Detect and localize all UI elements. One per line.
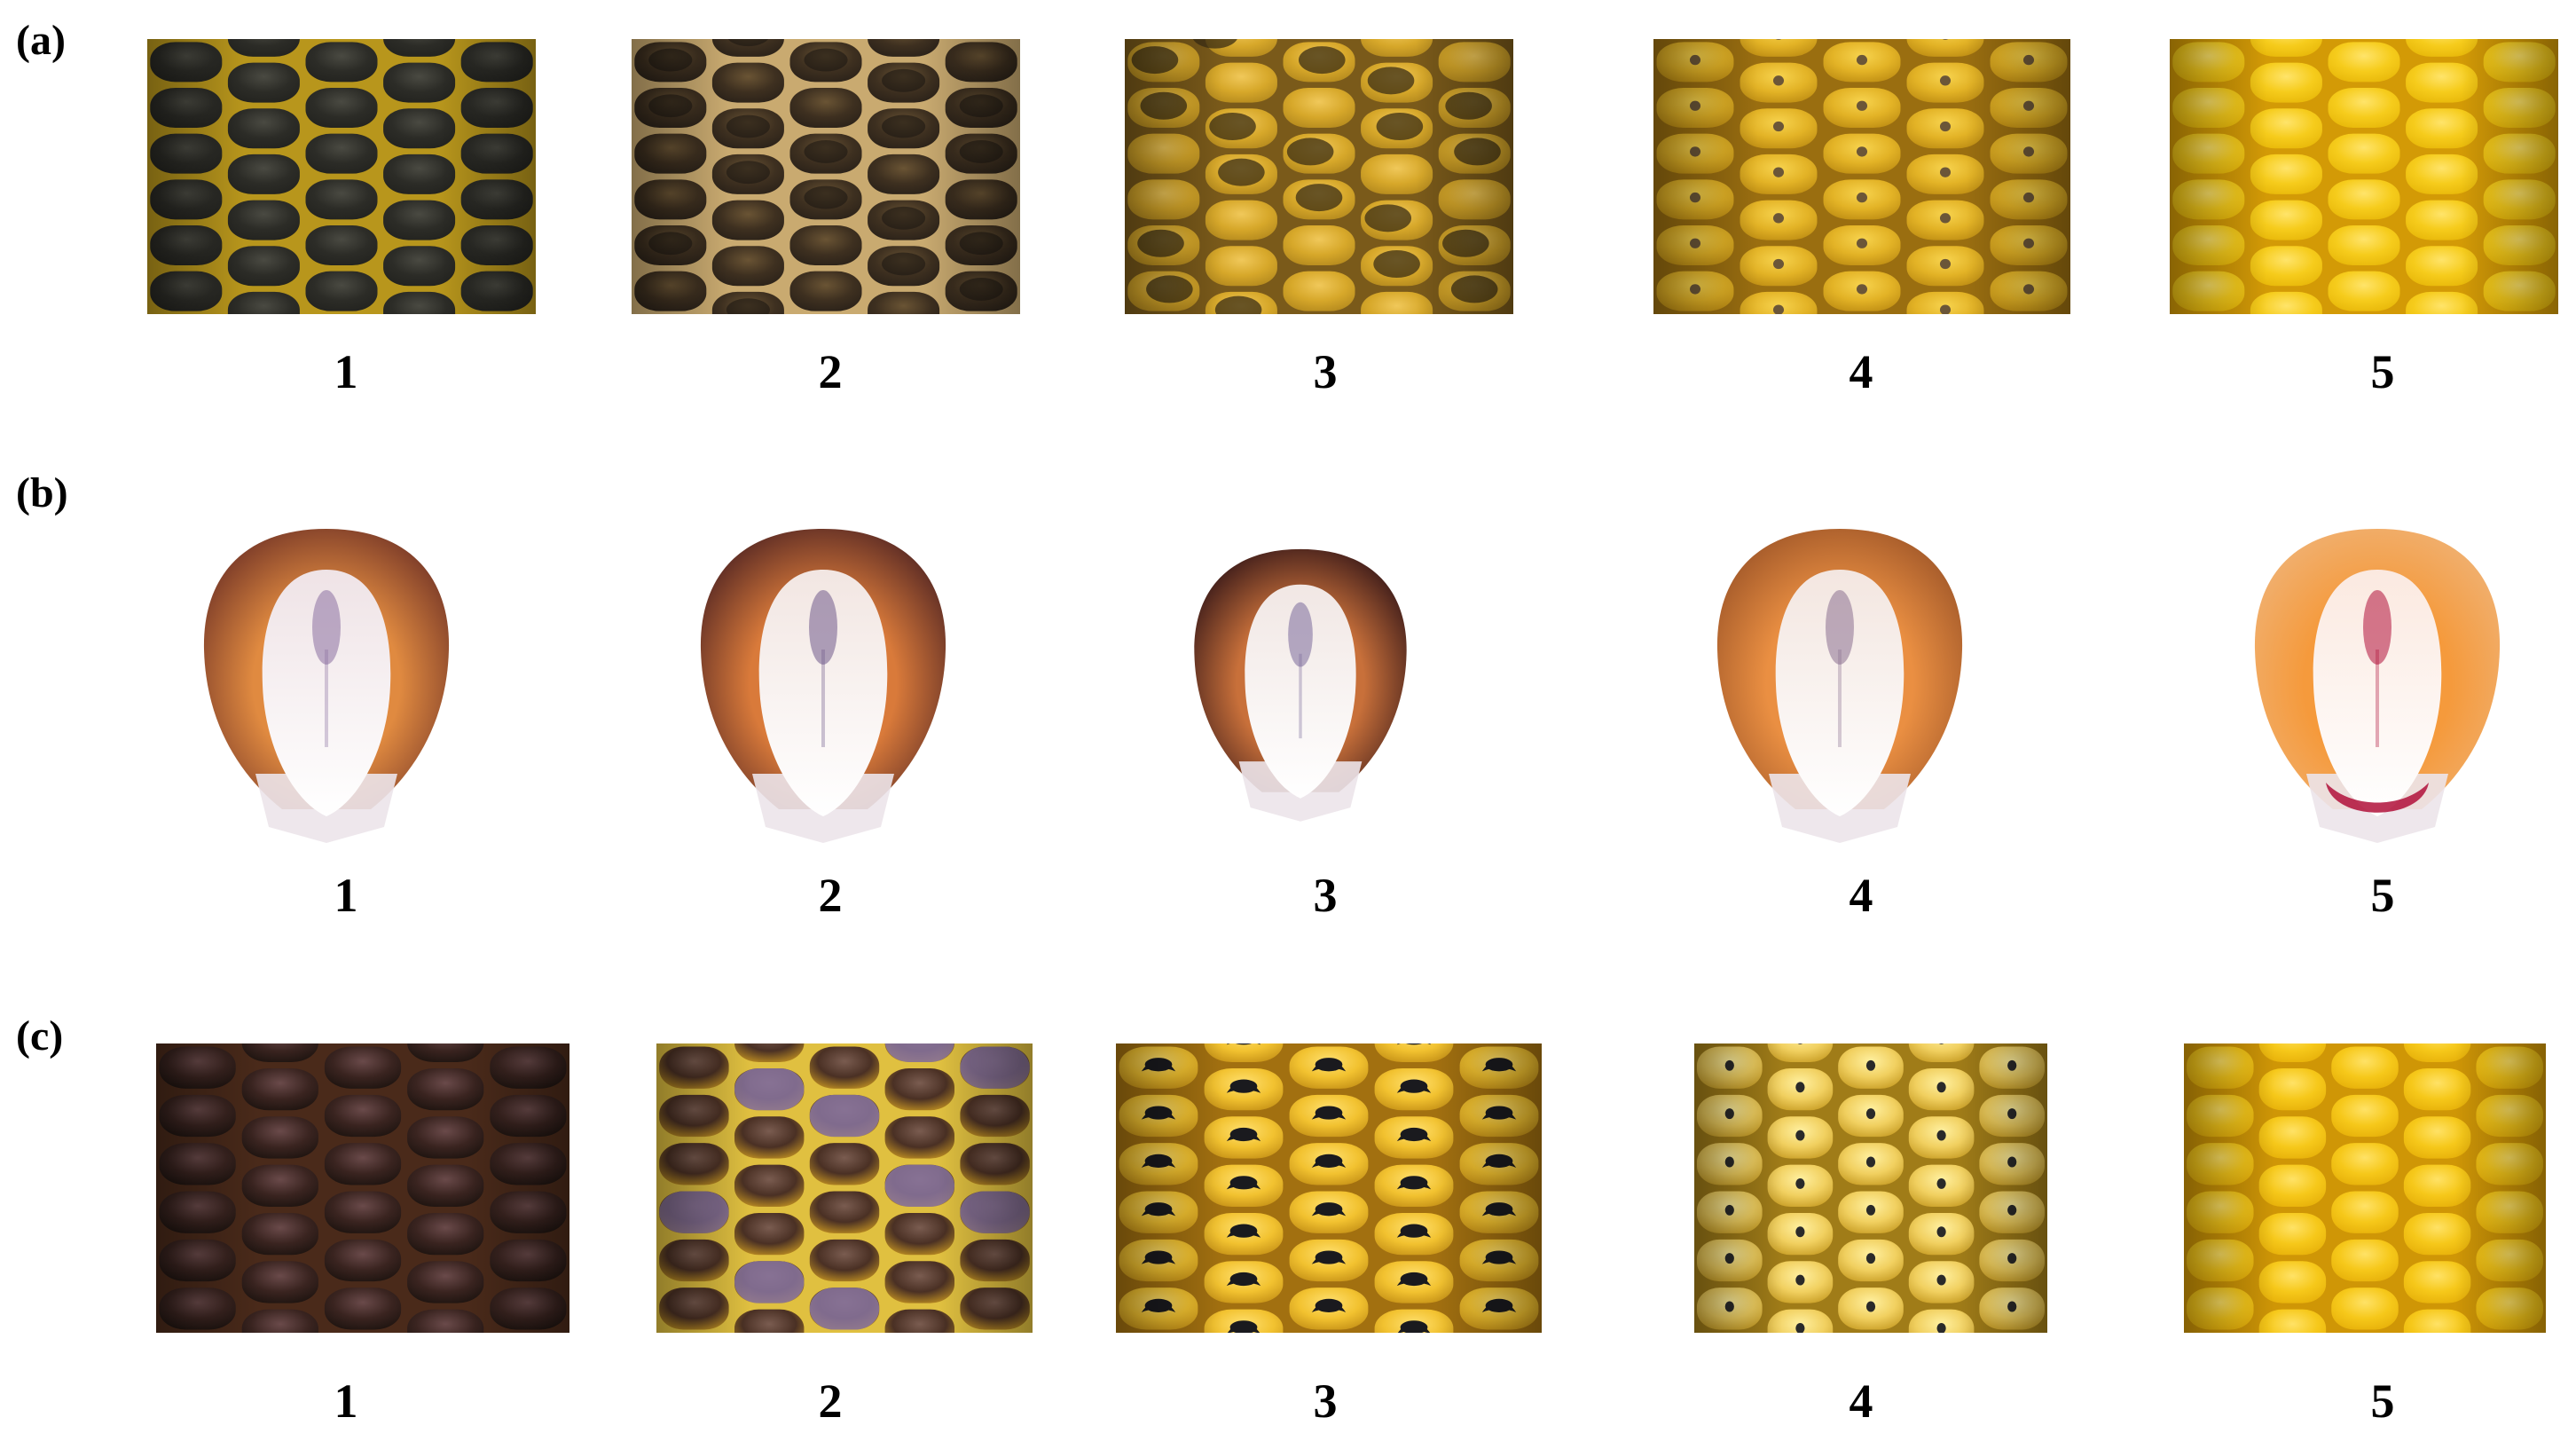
sample-label-b4: 4 — [1849, 869, 1873, 922]
sample-label-b5: 5 — [2370, 869, 2395, 922]
ear-photo-c1 — [156, 1043, 569, 1333]
sample-label-b1: 1 — [334, 869, 358, 922]
ear-photo-a2 — [632, 39, 1020, 314]
sample-label-a1: 1 — [334, 345, 358, 398]
sample-label-a4: 4 — [1849, 345, 1873, 398]
row-b-label: (b) — [16, 469, 68, 516]
ear-photo-c5 — [2184, 1043, 2546, 1333]
kernel-photo-b4 — [1707, 516, 1973, 847]
sample-label-c5: 5 — [2370, 1374, 2395, 1428]
kernel-photo-b5 — [2244, 516, 2510, 847]
ear-photo-a1 — [147, 39, 536, 314]
sample-label-b2: 2 — [818, 869, 843, 922]
sample-label-a5: 5 — [2370, 345, 2395, 398]
sample-label-a3: 3 — [1313, 345, 1338, 398]
sample-label-c1: 1 — [334, 1374, 358, 1428]
ear-photo-c4 — [1694, 1043, 2047, 1333]
kernel-photo-b1 — [193, 516, 459, 847]
ear-photo-c3 — [1116, 1043, 1542, 1333]
kernel-photo-b3 — [1185, 516, 1416, 847]
sample-label-b3: 3 — [1313, 869, 1338, 922]
sample-label-a2: 2 — [818, 345, 843, 398]
sample-label-c3: 3 — [1313, 1374, 1338, 1428]
row-a-label: (a) — [16, 17, 66, 64]
sample-label-c2: 2 — [818, 1374, 843, 1428]
ear-photo-c2 — [656, 1043, 1033, 1333]
row-c-label: (c) — [16, 1012, 64, 1059]
ear-photo-a4 — [1653, 39, 2070, 314]
sample-label-c4: 4 — [1849, 1374, 1873, 1428]
ear-photo-a3 — [1125, 39, 1513, 314]
kernel-photo-b2 — [690, 516, 956, 847]
ear-photo-a5 — [2170, 39, 2558, 314]
